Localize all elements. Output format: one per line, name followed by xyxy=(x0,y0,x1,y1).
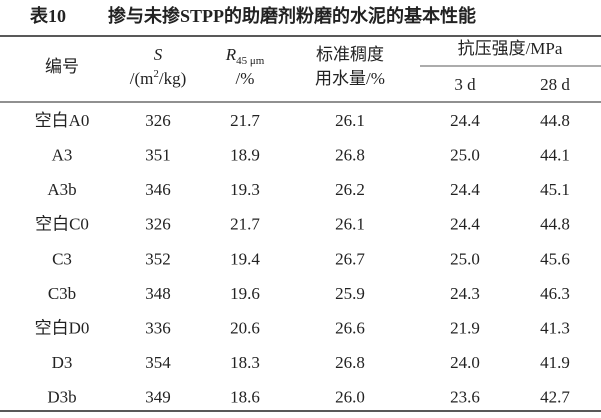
header-r-symbol: R45 μm xyxy=(225,45,265,67)
unit-part: /kg) xyxy=(159,69,186,88)
cell-s: 336 xyxy=(145,319,171,338)
cell-3d: 24.4 xyxy=(450,215,480,234)
cell-r: 18.9 xyxy=(230,146,260,165)
cell-s: 346 xyxy=(145,180,171,199)
cell-3d: 24.4 xyxy=(450,180,480,199)
subscript: 45 μm xyxy=(236,55,265,67)
cell-water: 26.8 xyxy=(335,146,365,165)
cell-28d: 45.6 xyxy=(540,249,570,268)
cell-water: 26.1 xyxy=(335,111,365,130)
cell-28d: 46.3 xyxy=(540,284,570,303)
cell-3d: 24.0 xyxy=(450,353,480,372)
cell-3d: 25.0 xyxy=(450,249,480,268)
symbol: R xyxy=(225,45,237,64)
cell-r: 18.3 xyxy=(230,353,260,372)
cell-r: 19.6 xyxy=(230,284,260,303)
cell-s: 326 xyxy=(145,111,171,130)
cell-water: 25.9 xyxy=(335,284,365,303)
cell-id: 空白D0 xyxy=(35,319,90,338)
table-title: 掺与未掺STPP的助磨剂粉磨的水泥的基本性能 xyxy=(108,5,476,26)
cell-3d: 25.0 xyxy=(450,146,480,165)
cell-r: 19.3 xyxy=(230,180,260,199)
header-3d: 3 d xyxy=(454,75,476,94)
cell-r: 21.7 xyxy=(230,111,260,130)
cell-water: 26.7 xyxy=(335,249,365,268)
header-28d: 28 d xyxy=(540,75,570,94)
cell-s: 348 xyxy=(145,284,171,303)
cell-s: 326 xyxy=(145,215,171,234)
cell-3d: 24.3 xyxy=(450,284,480,303)
header-water-1: 标准稠度 xyxy=(316,45,384,64)
cell-r: 18.6 xyxy=(230,388,260,407)
cell-28d: 45.1 xyxy=(540,180,570,199)
cell-s: 351 xyxy=(145,146,171,165)
cell-water: 26.2 xyxy=(335,180,365,199)
header-s-unit: /(m2/kg) xyxy=(130,68,187,88)
cell-r: 21.7 xyxy=(230,215,260,234)
unit-sup: 2 xyxy=(153,68,159,80)
cell-3d: 23.6 xyxy=(450,388,480,407)
cell-water: 26.1 xyxy=(335,215,365,234)
cell-water: 26.6 xyxy=(335,319,365,338)
cell-id: D3b xyxy=(47,388,76,407)
cell-s: 349 xyxy=(145,388,171,407)
header-r-unit: /% xyxy=(236,69,255,88)
cell-s: 354 xyxy=(145,353,171,372)
cell-28d: 44.1 xyxy=(540,146,570,165)
header-water-2: 用水量/% xyxy=(315,69,385,88)
cell-28d: 41.9 xyxy=(540,353,570,372)
cell-water: 26.8 xyxy=(335,353,365,372)
cell-id: 空白A0 xyxy=(35,111,90,130)
header-id: 编号 xyxy=(45,57,79,76)
cell-28d: 44.8 xyxy=(540,215,570,234)
unit-part: /(m xyxy=(130,69,154,88)
cell-28d: 42.7 xyxy=(540,388,570,407)
cell-id: C3b xyxy=(48,284,76,303)
cell-s: 352 xyxy=(145,249,171,268)
cell-3d: 21.9 xyxy=(450,319,480,338)
cell-id: D3 xyxy=(52,353,73,372)
cell-3d: 24.4 xyxy=(450,111,480,130)
cell-28d: 41.3 xyxy=(540,319,570,338)
cell-id: A3 xyxy=(52,146,73,165)
header-strength: 抗压强度/MPa xyxy=(458,39,563,58)
cell-28d: 44.8 xyxy=(540,111,570,130)
cell-r: 20.6 xyxy=(230,319,260,338)
table-number: 表10 xyxy=(30,5,66,26)
cell-id: A3b xyxy=(47,180,76,199)
cell-id: 空白C0 xyxy=(35,215,89,234)
header-s-symbol: S xyxy=(154,45,163,64)
cell-r: 19.4 xyxy=(230,249,260,268)
cell-id: C3 xyxy=(52,249,72,268)
cell-water: 26.0 xyxy=(335,388,365,407)
